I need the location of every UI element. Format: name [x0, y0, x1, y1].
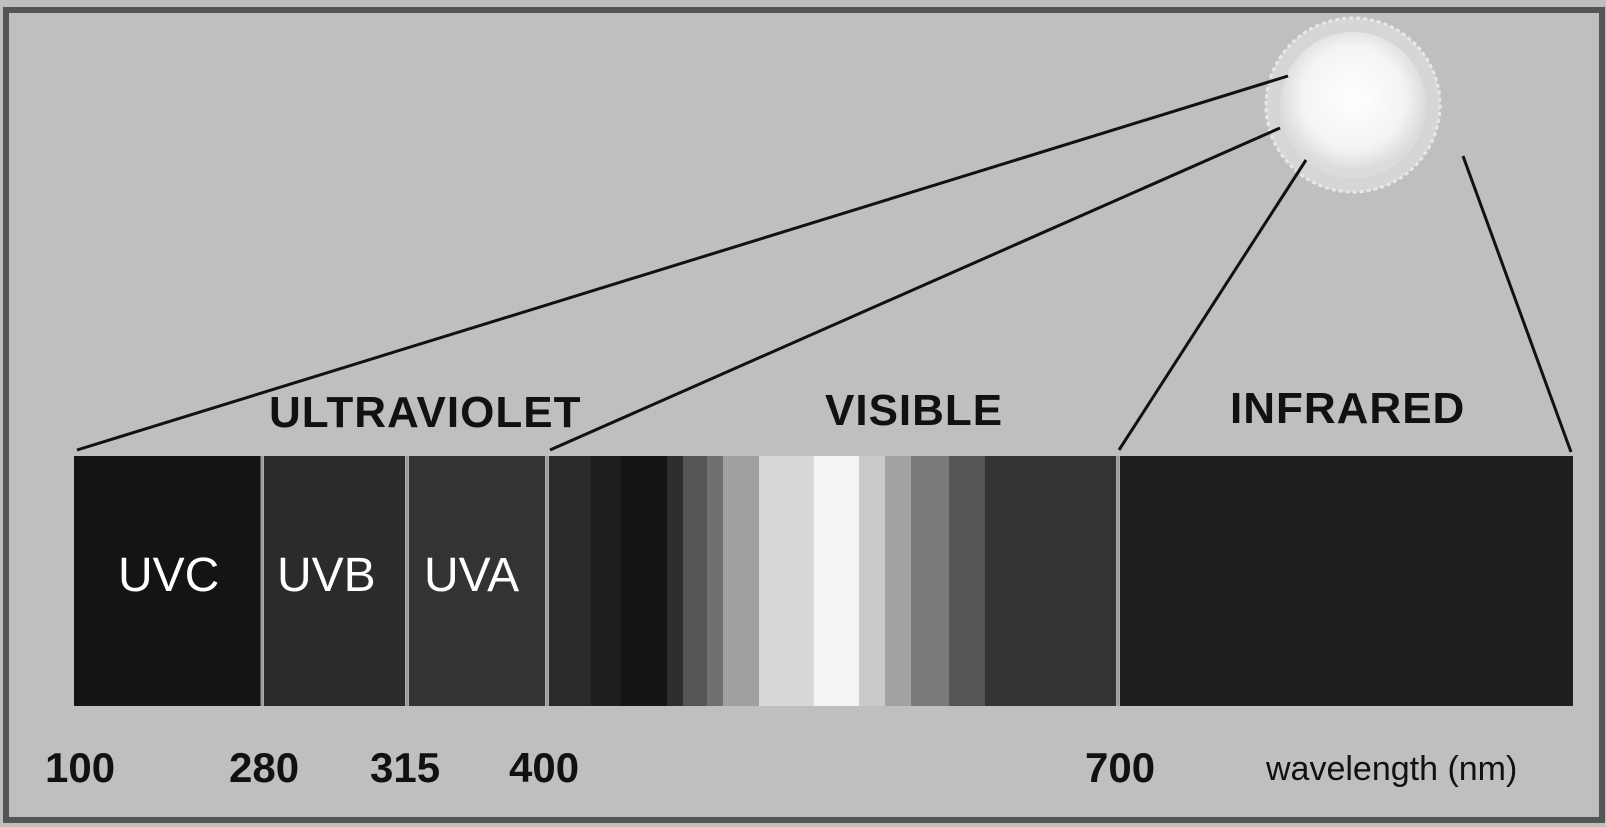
band-dividers [260, 456, 1120, 706]
band-uvb [264, 456, 405, 706]
band-label-uvc: UVC [118, 549, 220, 602]
projection-line-infrared-right [1461, 155, 1573, 453]
band-label-uvb: UVB [277, 549, 376, 602]
tick-label-280: 280 [229, 744, 300, 791]
band-infrared [1120, 456, 1573, 706]
band-uva [409, 456, 545, 706]
diagram-border [3, 7, 1605, 823]
tick-label-100: 100 [45, 744, 116, 791]
projection-line-visible-right [1117, 159, 1308, 451]
axis-unit-label: wavelength (nm) [1266, 750, 1518, 788]
band-label-uva: UVA [424, 549, 520, 602]
band-uvc [74, 456, 261, 706]
region-label-ultraviolet: ULTRAVIOLET [269, 388, 582, 437]
band-visible [549, 456, 1116, 706]
tick-label-315: 315 [370, 744, 441, 791]
projection-line-uv-left [76, 74, 1289, 452]
sun-icon [1280, 32, 1426, 178]
region-label-infrared: INFRARED [1230, 384, 1466, 433]
tick-label-700: 700 [1085, 744, 1156, 791]
region-label-visible: VISIBLE [825, 386, 1004, 435]
projection-line-uv-right [549, 126, 1281, 452]
tick-label-400: 400 [509, 744, 580, 791]
